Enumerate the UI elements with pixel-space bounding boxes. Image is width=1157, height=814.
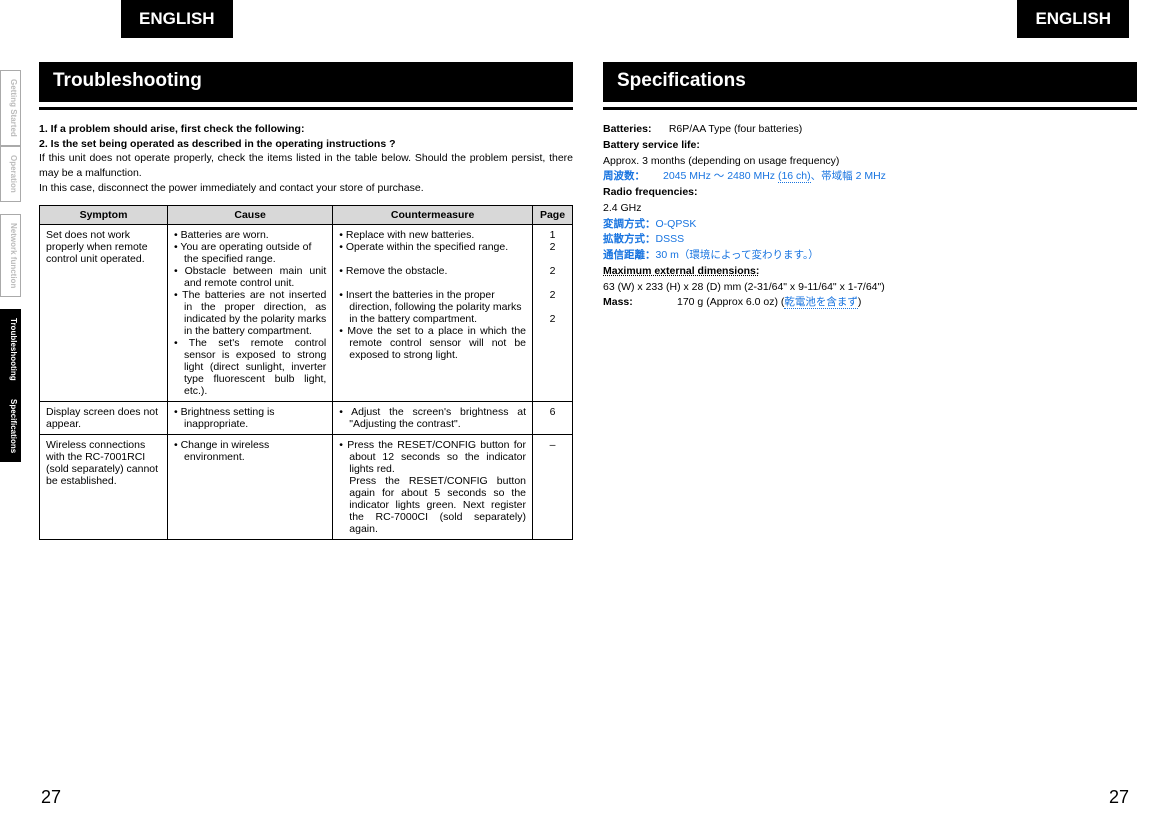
- spec-label: Maximum external dimensions:: [603, 265, 759, 277]
- cell-page: –: [533, 435, 573, 540]
- spec-value: R6P/AA Type (four batteries): [669, 122, 802, 138]
- list-item: Remove the obstacle.: [339, 265, 526, 277]
- intro-line-2: 2. Is the set being operated as describe…: [39, 138, 396, 150]
- table-row: Display screen does not appear. Brightne…: [40, 402, 573, 435]
- language-tab: ENGLISH: [1017, 0, 1129, 38]
- spec-label: Mass:: [603, 295, 663, 311]
- list-item: The set's remote control sensor is expos…: [174, 337, 326, 397]
- page-number: 27: [1109, 787, 1129, 808]
- cell-symptom: Wireless connections with the RC-7001RCI…: [40, 435, 168, 540]
- list-item: Insert the batteries in the proper direc…: [339, 289, 526, 325]
- cell-cause: Batteries are worn. You are operating ou…: [168, 225, 333, 402]
- side-tabs: Getting Started Operation Network functi…: [0, 0, 21, 814]
- spec-label: 周波数：: [603, 169, 663, 185]
- list-item: Replace with new batteries.: [339, 229, 526, 241]
- th-cause: Cause: [168, 206, 333, 225]
- cell-counter: Replace with new batteries. Operate with…: [333, 225, 533, 402]
- list-item: You are operating outside of the specifi…: [174, 241, 326, 265]
- spec-value: O-QPSK: [656, 218, 697, 230]
- th-counter: Countermeasure: [333, 206, 533, 225]
- spec-block: Batteries: R6P/AA Type (four batteries) …: [603, 122, 1137, 311]
- spec-label: Battery service life:: [603, 139, 700, 151]
- spec-value: 30 m（環境によって変わります。）: [656, 249, 819, 261]
- spec-label: 拡散方式：: [603, 233, 656, 245]
- banner-specifications: Specifications: [603, 62, 1137, 102]
- spec-value: DSSS: [656, 233, 685, 245]
- intro-line-1: 1. If a problem should arise, first chec…: [39, 123, 304, 135]
- spec-label: 通信距離：: [603, 249, 656, 261]
- cell-cause: Change in wireless environment.: [168, 435, 333, 540]
- list-item: Obstacle between main unit and remote co…: [174, 265, 326, 289]
- troubleshooting-table: Symptom Cause Countermeasure Page Set do…: [39, 205, 573, 540]
- list-item: Move the set to a place in which the rem…: [339, 325, 526, 361]
- spec-value: 170 g (Approx 6.0 oz) (乾電池を含まず): [677, 295, 861, 311]
- cell-page: 6: [533, 402, 573, 435]
- spec-value: Approx. 3 months (depending on usage fre…: [603, 155, 839, 167]
- list-item: Adjust the screen's brightness at "Adjus…: [339, 406, 526, 430]
- cell-counter: Press the RESET/CONFIG button for about …: [333, 435, 533, 540]
- list-item: Change in wireless environment.: [174, 439, 326, 463]
- spec-value: 2.4 GHz: [603, 202, 642, 214]
- spec-label: 変調方式：: [603, 218, 656, 230]
- divider: [39, 107, 573, 110]
- spec-label: Radio frequencies:: [603, 186, 698, 198]
- tab-network[interactable]: Network function: [0, 214, 21, 297]
- page-specifications: ENGLISH Specifications Batteries: R6P/AA…: [597, 0, 1157, 814]
- intro-text: 1. If a problem should arise, first chec…: [39, 122, 573, 195]
- table-row: Wireless connections with the RC-7001RCI…: [40, 435, 573, 540]
- th-page: Page: [533, 206, 573, 225]
- page-number: 27: [41, 787, 61, 808]
- list-item: Press the RESET/CONFIG button for about …: [339, 439, 526, 535]
- cell-cause: Brightness setting is inappropriate.: [168, 402, 333, 435]
- divider: [603, 107, 1137, 110]
- spec-value: 63 (W) x 233 (H) x 28 (D) mm (2-31/64" x…: [603, 281, 885, 293]
- tab-troubleshooting[interactable]: Troubleshooting: [0, 309, 21, 390]
- cell-page: 1 2 2 2 2: [533, 225, 573, 402]
- language-tab: ENGLISH: [121, 0, 233, 38]
- page-troubleshooting: ENGLISH Troubleshooting 1. If a problem …: [21, 0, 597, 814]
- tab-specifications[interactable]: Specifications: [0, 390, 21, 462]
- list-item: Batteries are worn.: [174, 229, 326, 241]
- spec-value: 2045 MHz ～ 2480 MHz (16 ch)、帯域幅 2 MHz: [663, 169, 886, 185]
- table-row: Set does not work properly when remote c…: [40, 225, 573, 402]
- th-symptom: Symptom: [40, 206, 168, 225]
- spec-label: Batteries:: [603, 122, 663, 138]
- cell-symptom: Display screen does not appear.: [40, 402, 168, 435]
- list-item: The batteries are not inserted in the pr…: [174, 289, 326, 337]
- list-item: Operate within the specified range.: [339, 241, 526, 253]
- intro-para-2: In this case, disconnect the power immed…: [39, 182, 424, 194]
- intro-para-1: If this unit does not operate properly, …: [39, 151, 573, 180]
- banner-troubleshooting: Troubleshooting: [39, 62, 573, 102]
- list-item: Brightness setting is inappropriate.: [174, 406, 326, 430]
- tab-operation[interactable]: Operation: [0, 146, 21, 202]
- cell-symptom: Set does not work properly when remote c…: [40, 225, 168, 402]
- cell-counter: Adjust the screen's brightness at "Adjus…: [333, 402, 533, 435]
- tab-getting-started[interactable]: Getting Started: [0, 70, 21, 146]
